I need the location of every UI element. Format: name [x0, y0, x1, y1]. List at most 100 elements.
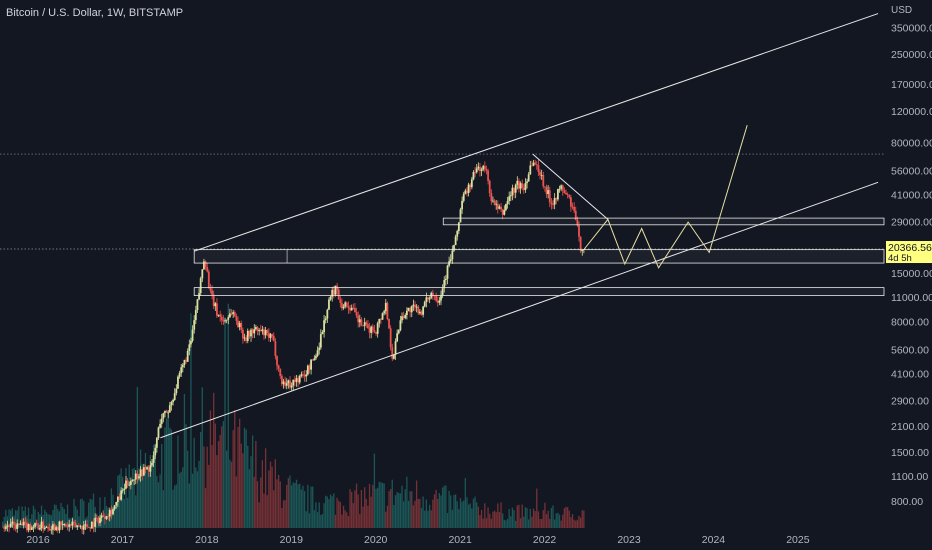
- support-zone: [442, 217, 885, 226]
- volume-bar: [133, 467, 135, 528]
- candle-body: [472, 172, 475, 180]
- candle-body: [482, 165, 485, 170]
- volume-bar: [339, 502, 341, 528]
- candle-body: [571, 206, 574, 208]
- candle-body: [319, 334, 322, 348]
- volume-bar: [490, 518, 492, 528]
- candle-body: [435, 295, 438, 301]
- candle-body: [360, 319, 363, 326]
- volume-bar: [274, 459, 277, 528]
- candle-body: [146, 467, 149, 470]
- volume-bar: [279, 481, 281, 528]
- time-axis[interactable]: 2016 2017 2018 2019 2020 2021 2022 2023 2024 2025: [26, 534, 809, 546]
- candle-body: [383, 311, 386, 314]
- candle-body: [438, 300, 441, 303]
- volume-bar: [377, 487, 379, 528]
- candle-body: [466, 190, 468, 194]
- candle-body: [334, 285, 337, 295]
- volume-bar: [338, 500, 340, 528]
- candle-body: [50, 529, 53, 531]
- candle-body: [178, 373, 181, 377]
- candle-body: [149, 465, 152, 472]
- volume-bar: [170, 429, 173, 528]
- candle-body: [102, 515, 105, 518]
- volume-bar: [583, 510, 585, 528]
- time-tick-label: 2022: [533, 534, 557, 546]
- volume-bar: [506, 518, 509, 528]
- volume-bar: [40, 505, 43, 528]
- candle-body: [581, 249, 584, 252]
- candle-body: [362, 325, 364, 327]
- candle-body: [493, 200, 496, 205]
- volume-bar: [466, 497, 468, 528]
- time-tick-label: 2021: [448, 534, 472, 546]
- volume-bar: [3, 516, 5, 528]
- candle-body: [293, 379, 296, 382]
- volume-bar: [553, 519, 556, 528]
- volume-bar: [329, 494, 332, 528]
- volume-bar: [316, 512, 319, 528]
- volume-bar: [256, 481, 259, 528]
- volume-bar: [477, 506, 479, 528]
- volume-bar: [209, 410, 212, 528]
- volume-bar: [519, 518, 522, 528]
- candle-body: [131, 479, 134, 481]
- candle-body: [498, 206, 501, 209]
- candle-body: [167, 412, 170, 414]
- candle-body: [177, 376, 179, 389]
- bar-countdown: 4d 5h: [888, 253, 912, 264]
- volume-bar: [318, 502, 320, 528]
- volume-bar: [83, 500, 85, 528]
- candle-body: [492, 200, 494, 202]
- volume-bar: [78, 516, 80, 528]
- volume-bar: [489, 513, 491, 528]
- candle-body: [185, 359, 187, 362]
- volume-bar: [445, 485, 447, 528]
- candle-body: [431, 292, 434, 296]
- volume-bar: [191, 473, 194, 528]
- candle-body: [470, 179, 473, 188]
- volume-bar: [351, 491, 353, 528]
- candle-body: [368, 328, 371, 333]
- volume-bar: [198, 460, 200, 528]
- symbol-legend[interactable]: Bitcoin / U.S. Dollar, 1W, BITSTAMP: [6, 7, 183, 19]
- candle-body: [95, 517, 98, 519]
- candle-body: [556, 189, 559, 200]
- candlestick-series[interactable]: [3, 159, 585, 535]
- trend-drawings[interactable]: [160, 13, 885, 439]
- candle-body: [165, 410, 168, 413]
- volume-bar: [238, 418, 241, 528]
- candle-body: [354, 308, 356, 313]
- candle-body: [560, 185, 563, 189]
- volume-bar: [498, 511, 501, 528]
- volume-bar: [206, 446, 208, 528]
- candle-body: [316, 350, 319, 356]
- volume-bar: [172, 489, 174, 528]
- volume-bar: [346, 512, 348, 528]
- volume-bar: [394, 495, 397, 528]
- price-axis[interactable]: USD 350000.00 250000.00 170000.00 120000.00…: [891, 5, 932, 508]
- candle-body: [462, 193, 465, 201]
- volume-bar: [464, 478, 466, 528]
- candle-body: [456, 231, 459, 237]
- volume-bar: [290, 485, 293, 528]
- volume-bar: [152, 444, 155, 528]
- candle-body: [53, 524, 56, 531]
- volume-bar: [255, 440, 257, 528]
- volume-bar: [563, 508, 566, 528]
- volume-bar: [122, 476, 124, 528]
- candle-body: [120, 490, 123, 500]
- volume-bar: [53, 504, 56, 528]
- candle-body: [552, 204, 554, 206]
- candle-body: [506, 200, 509, 205]
- volume-bar: [536, 488, 538, 528]
- candle-body: [454, 236, 457, 246]
- volume-bar: [37, 511, 39, 528]
- volume-bar: [398, 492, 400, 528]
- candle-body: [138, 476, 140, 479]
- volume-bar: [385, 511, 387, 528]
- candle-body: [229, 313, 231, 318]
- volume-bar: [5, 509, 7, 528]
- volume-bar: [268, 470, 270, 528]
